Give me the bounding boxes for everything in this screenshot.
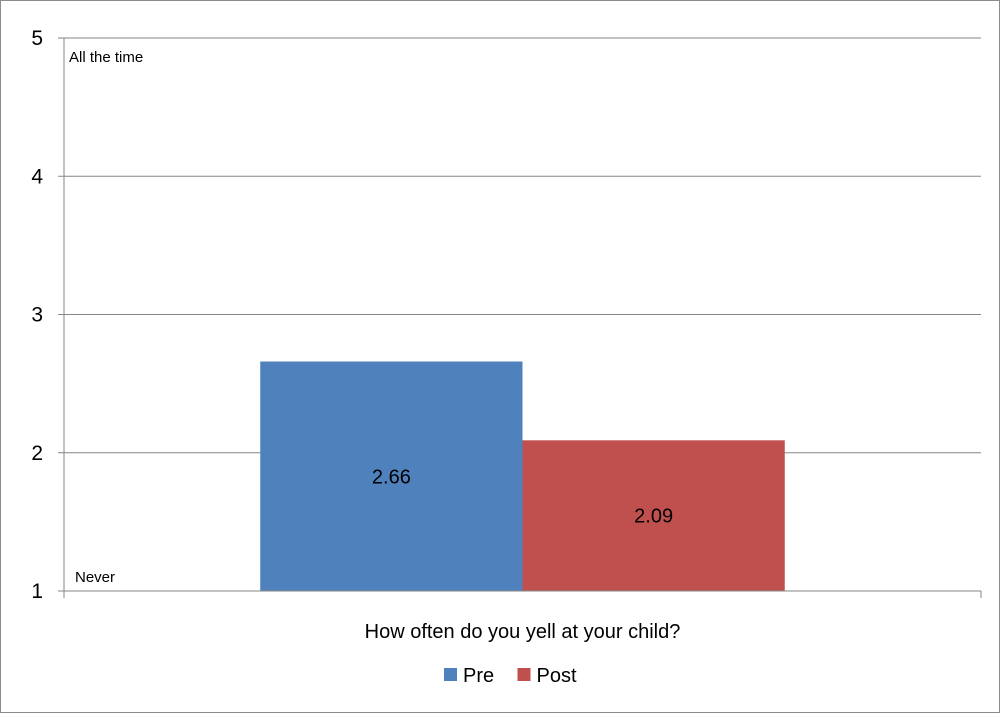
annotation-bottom: Never bbox=[75, 569, 115, 586]
y-tick-label: 4 bbox=[31, 165, 43, 188]
category-label: How often do you yell at your child? bbox=[365, 621, 681, 643]
legend-swatch-post bbox=[517, 668, 531, 681]
data-label: 2.09 bbox=[634, 506, 673, 528]
y-tick-label: 3 bbox=[31, 304, 43, 327]
legend-label-pre: Pre bbox=[463, 665, 494, 687]
legend-swatch-pre bbox=[444, 668, 457, 681]
annotation-top: All the time bbox=[69, 49, 143, 66]
legend-label-post: Post bbox=[537, 665, 577, 687]
y-tick-label: 1 bbox=[31, 580, 43, 603]
bar-post bbox=[522, 440, 785, 591]
legend: Pre Post bbox=[444, 665, 577, 687]
y-tick-label: 5 bbox=[31, 27, 43, 50]
y-tick-label: 2 bbox=[31, 442, 43, 465]
axes bbox=[58, 37, 982, 598]
data-label: 2.66 bbox=[372, 466, 411, 488]
bar-pre bbox=[260, 361, 523, 591]
bars bbox=[260, 361, 785, 591]
labels: 1 2 3 4 5 2.66 2.09 How often do you yell at yo… bbox=[31, 27, 680, 643]
